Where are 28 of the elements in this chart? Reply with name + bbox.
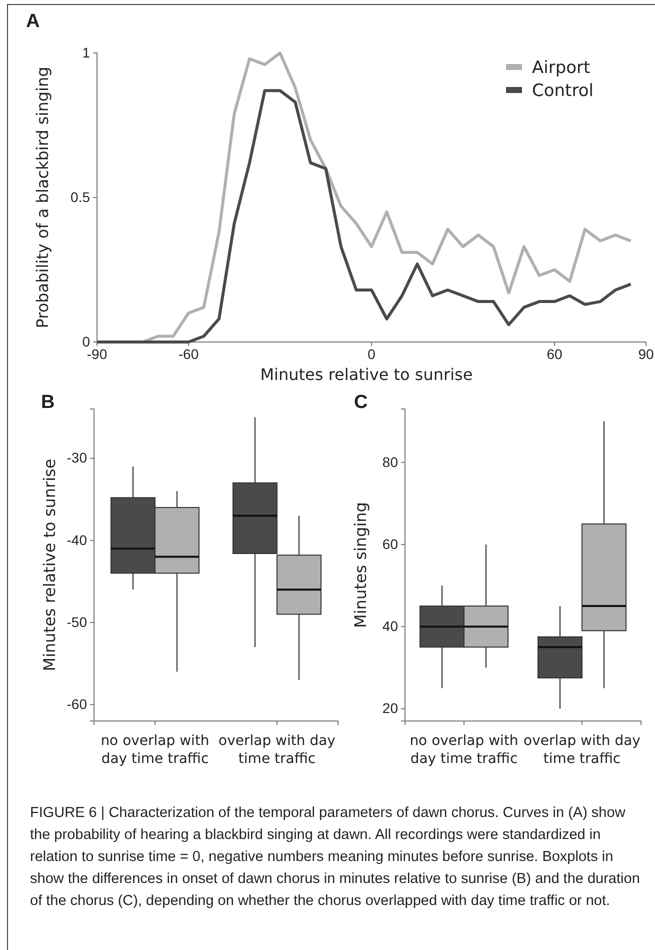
chart-title: C [354, 392, 368, 413]
caption: FIGURE 6 | Characterization of the temporal parameters of dawn chorus. Curves in (A) show the probability of hearing a blackbird singing at dawn. All recordings were standardized in relation to sunrise time = 0, negative numbers meaning minutes before sunrise. Boxplots in show the differences in onset of dawn chorus in minutes relative to sunrise (B) and the duration of the chorus (C), depending on whether the chorus overlapped with day time traffic or not. [30, 805, 640, 909]
x-tick-label: 90 [638, 346, 654, 362]
y-tick-label: 40 [382, 618, 398, 634]
y-tick-label: -60 [66, 696, 88, 712]
y-axis-title: Minutes relative to sunrise [40, 458, 59, 672]
x-tick-label: overlap with day time traffic [218, 733, 336, 767]
y-tick-label: -30 [66, 450, 88, 466]
x-tick-label: 0 [368, 346, 376, 362]
x-tick-label: -60 [178, 346, 199, 362]
y-tick-label: -50 [66, 614, 88, 630]
y-axis-title: Minutes singing [351, 502, 370, 628]
x-tick-label: overlap with day time traffic [524, 733, 640, 767]
y-tick-label: -40 [66, 532, 88, 548]
x-tick-label: no overlap with day time traffic [410, 733, 518, 767]
x-tick-label: 60 [546, 346, 562, 362]
y-axis-title: Probability of a blackbird singing [33, 66, 52, 328]
legend-label: Airport [532, 58, 591, 78]
y-tick-label: 1 [82, 44, 90, 60]
y-tick-label: 60 [382, 536, 398, 552]
chart-title: B [41, 392, 55, 413]
y-tick-label: 0.5 [70, 188, 90, 205]
x-tick-label: no overlap with day time traffic [100, 733, 210, 767]
x-axis-title: Minutes relative to sunrise [260, 365, 473, 384]
y-tick-label: 80 [382, 454, 398, 470]
y-tick-label: 20 [382, 700, 398, 716]
legend-label: Control [532, 81, 594, 101]
chart-title: A [26, 11, 40, 32]
